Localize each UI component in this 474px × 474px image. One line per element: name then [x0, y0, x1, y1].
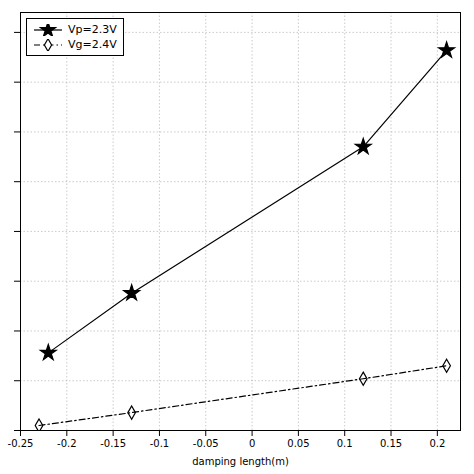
html-text:Vg=2.4V: Vg=2.4V	[68, 38, 117, 51]
svg-text:-0.2: -0.2	[57, 438, 77, 449]
svg-text:0.05: 0.05	[287, 438, 309, 449]
svg-text:0: 0	[249, 438, 255, 449]
svg-text:damping length(m): damping length(m)	[192, 456, 289, 467]
html-text:Vp=2.3V: Vp=2.3V	[68, 23, 117, 36]
svg-text:-0.15: -0.15	[100, 438, 126, 449]
svg-text:-0.1: -0.1	[150, 438, 170, 449]
svg-text:0.2: 0.2	[429, 438, 445, 449]
svg-text:0.15: 0.15	[380, 438, 402, 449]
svg-text:0.1: 0.1	[337, 438, 353, 449]
svg-text:-0.25: -0.25	[8, 438, 34, 449]
svg-text:-0.05: -0.05	[193, 438, 219, 449]
